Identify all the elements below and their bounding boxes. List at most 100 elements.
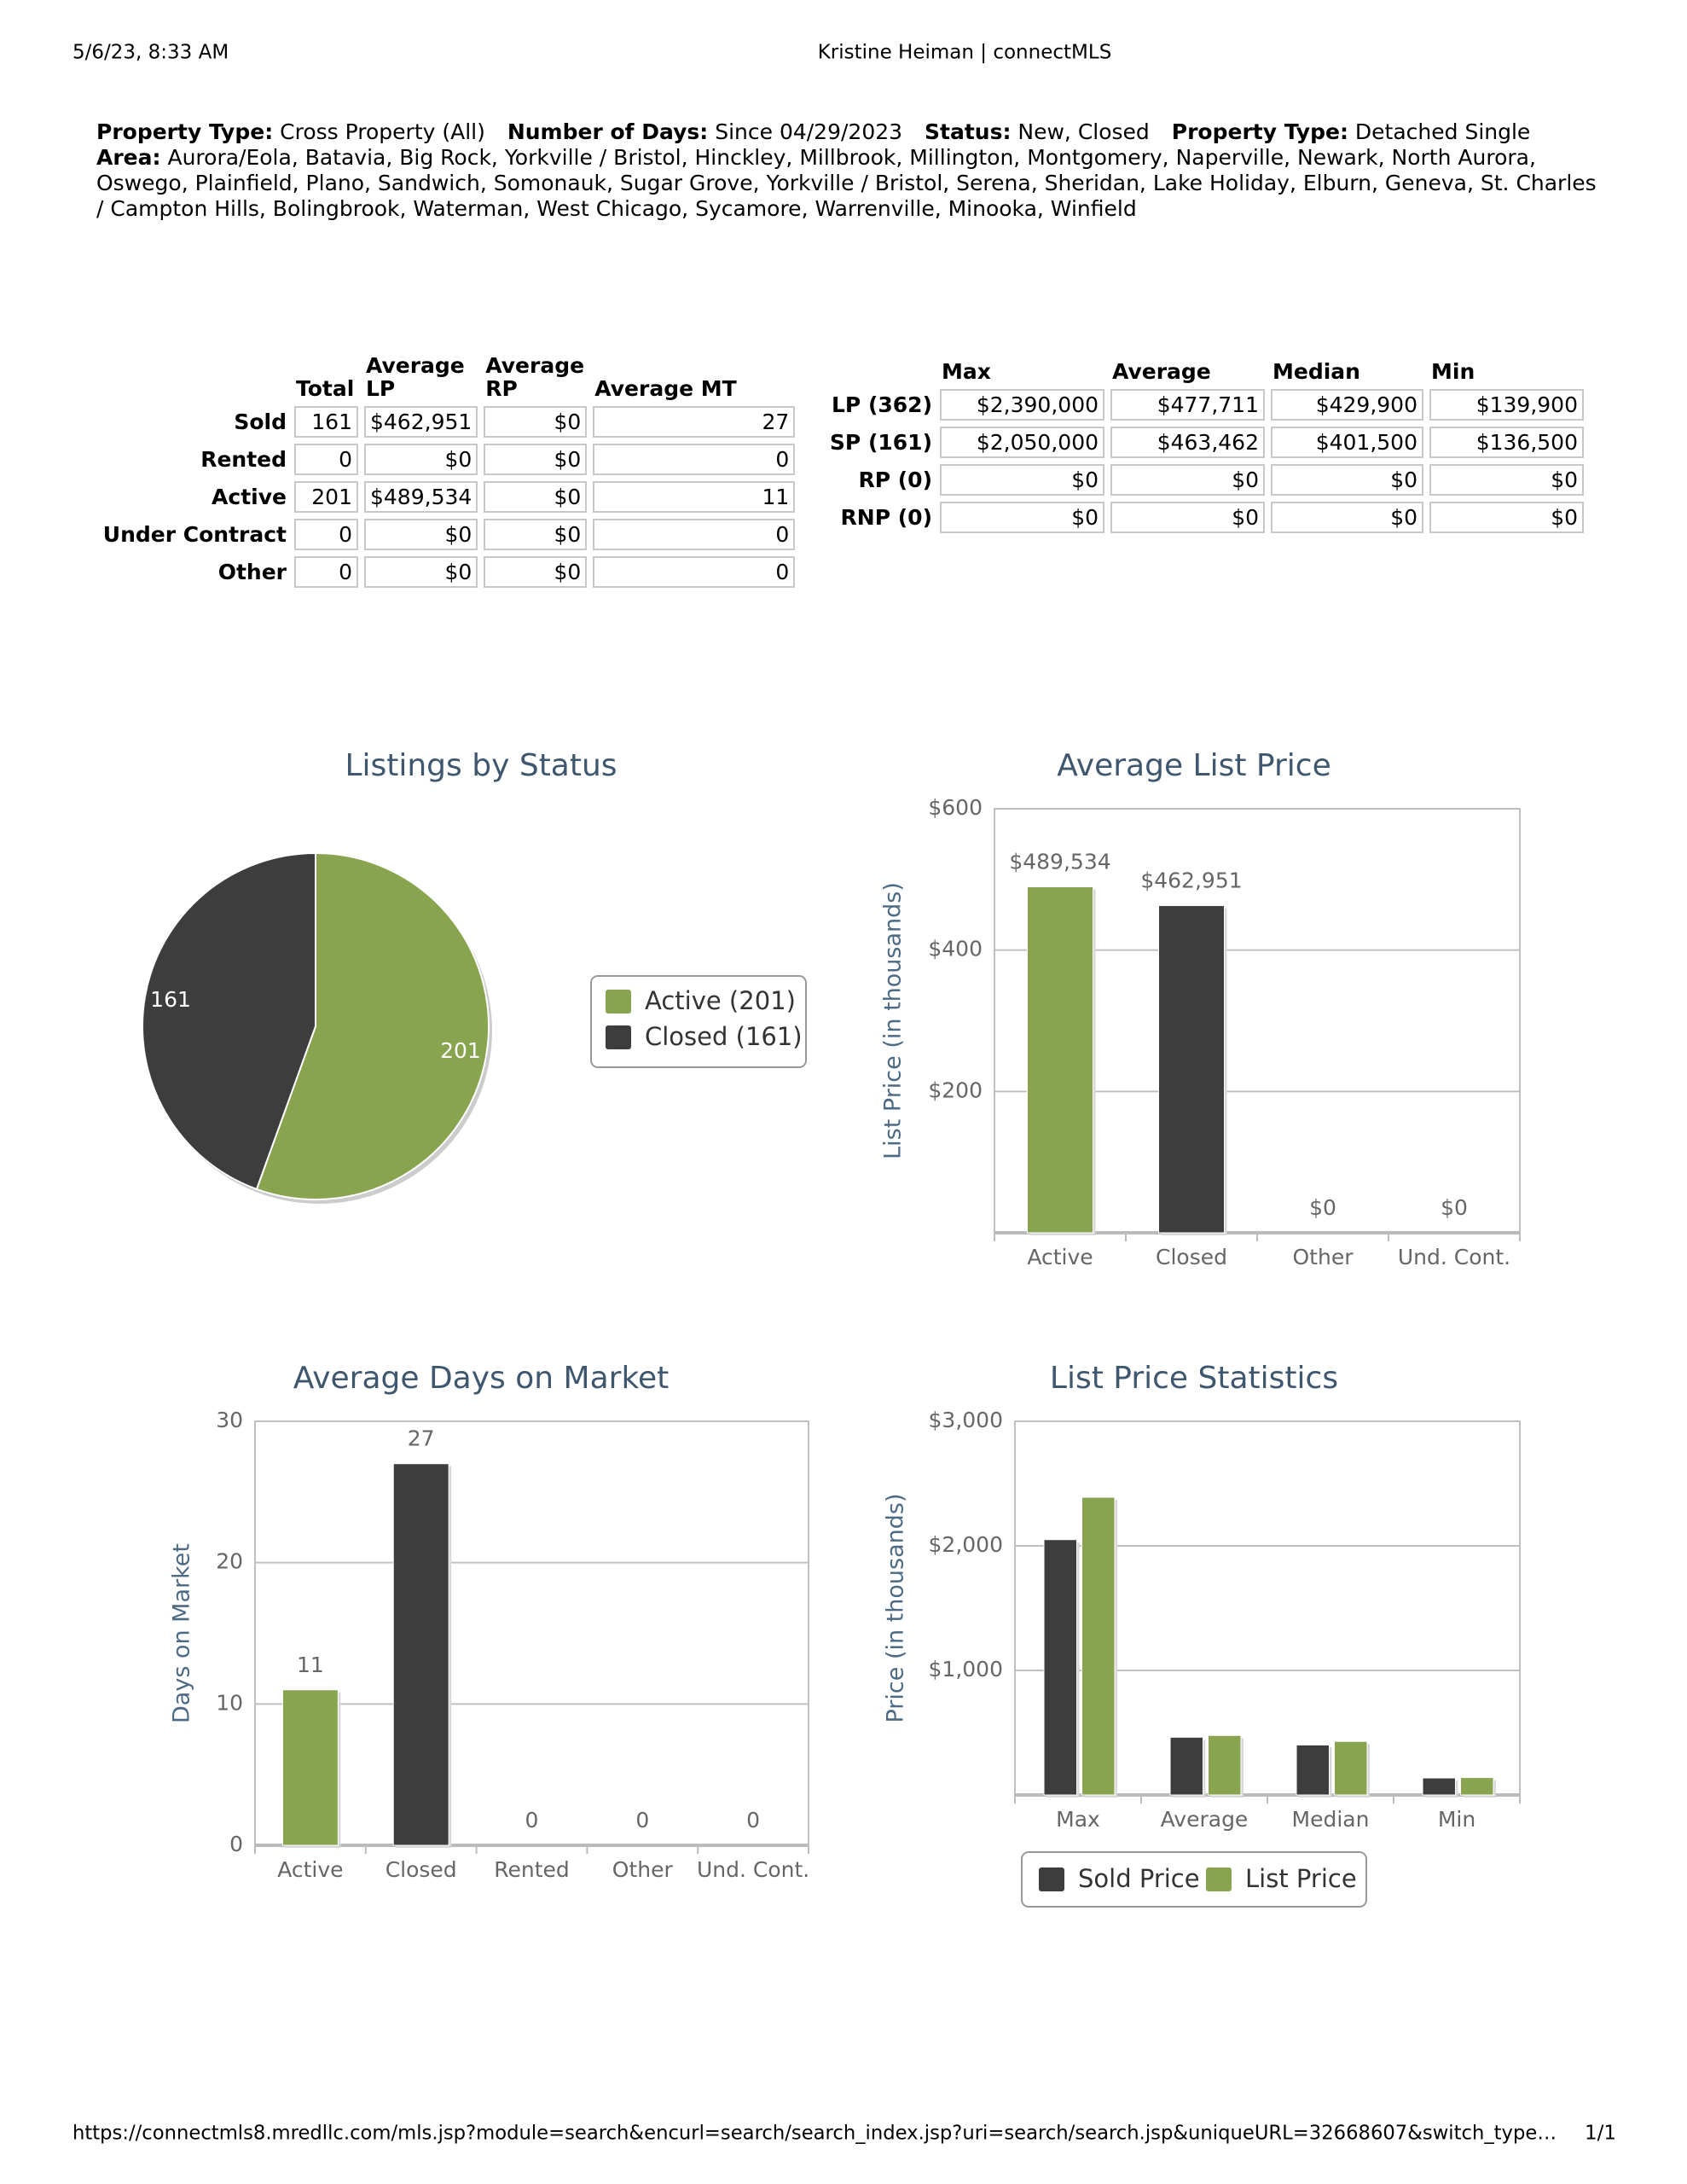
row-header: Other <box>217 560 287 584</box>
y-tick-label: $2,000 <box>929 1532 1003 1557</box>
bar <box>392 1463 449 1846</box>
bar <box>1296 1744 1330 1796</box>
table-cell: $463,462 <box>1110 427 1265 458</box>
criteria-label: Property Type: <box>1171 119 1348 144</box>
value-label: 11 <box>297 1653 324 1677</box>
y-tick-label: 20 <box>216 1549 243 1574</box>
legend-swatch <box>1206 1867 1232 1891</box>
table-cell: $0 <box>1271 502 1423 533</box>
y-tick-label: 30 <box>216 1408 243 1432</box>
table-row: RNP (0) $0 $0 $0 $0 <box>823 502 1584 533</box>
table-row: LP (362) $2,390,000 $477,711 $429,900 $139,9… <box>823 389 1584 421</box>
print-datetime: 5/6/23, 8:33 AM <box>72 42 229 64</box>
x-tick-label: Max <box>1056 1807 1100 1832</box>
table-cell: $0 <box>484 444 588 475</box>
x-tick-label: Rented <box>494 1857 570 1882</box>
search-criteria: Property Type: Cross Property (All) Numb… <box>96 119 1606 222</box>
table-cell: 0 <box>294 556 358 588</box>
table-row: Sold 161 $462,951 $0 27 <box>97 406 796 438</box>
table-cell: 0 <box>593 556 796 588</box>
y-tick-label: $400 <box>928 937 983 961</box>
table-cell: $0 <box>1429 464 1584 496</box>
bar <box>1081 1496 1116 1796</box>
column-header: Average LP <box>366 353 465 401</box>
y-tick-label: $1,000 <box>929 1657 1003 1682</box>
slice-label: 201 <box>440 1038 481 1063</box>
criteria-value: Cross Property (All) <box>280 119 485 144</box>
value-label: 0 <box>746 1808 760 1833</box>
criteria-label: Number of Days: <box>507 119 709 144</box>
table-body: Sold 161 $462,951 $0 27 Rented 0 $0 $0 0 Active 201… <box>97 406 796 588</box>
column-header: Average RP <box>485 353 585 401</box>
row-header: Sold <box>234 410 287 434</box>
table-cell: 11 <box>593 481 796 513</box>
table-cell: $139,900 <box>1429 389 1584 421</box>
table-cell: $429,900 <box>1271 389 1423 421</box>
legend-box <box>590 975 807 1068</box>
table-row: Under Contract 0 $0 $0 0 <box>97 519 796 550</box>
criteria-label: Property Type: <box>96 119 274 144</box>
table-cell: $489,534 <box>364 481 478 513</box>
legend-label: List Price <box>1245 1864 1357 1893</box>
bar <box>1027 886 1093 1234</box>
table-cell: $0 <box>940 502 1104 533</box>
legend-swatch <box>1039 1867 1064 1891</box>
criteria-item: Number of Days: Since 04/29/2023 <box>507 119 902 144</box>
stats-table: Total Average LP Average RP Average MT Sold 1… <box>91 348 801 594</box>
row-header: Rented <box>200 447 287 472</box>
value-label: $462,951 <box>1140 868 1242 893</box>
column-header: Max <box>942 359 991 384</box>
header-row: Total Average LP Average RP Average MT <box>97 354 795 400</box>
print-title: Kristine Heiman | connectMLS <box>818 42 1112 64</box>
x-tick-label: Closed <box>386 1857 457 1882</box>
table-cell: $0 <box>364 444 478 475</box>
table-cell: $0 <box>1429 502 1584 533</box>
y-axis-title: Days on Market <box>169 1543 195 1723</box>
table-cell: $0 <box>484 406 588 438</box>
table-cell: $0 <box>1271 464 1423 496</box>
value-label: $489,534 <box>1009 850 1110 874</box>
legend-label: Sold Price <box>1078 1864 1200 1893</box>
row-header: RP (0) <box>858 468 932 492</box>
table-cell: $0 <box>1110 464 1265 496</box>
table-cell: $136,500 <box>1429 427 1584 458</box>
column-header: Average <box>1112 359 1211 384</box>
bar <box>1422 1777 1457 1796</box>
row-header: RNP (0) <box>840 505 932 530</box>
table-cell: $0 <box>484 556 588 588</box>
value-label: $0 <box>1441 1195 1468 1220</box>
bar <box>1158 905 1225 1234</box>
y-tick-label: 0 <box>229 1832 243 1856</box>
column-header: Min <box>1431 359 1475 384</box>
x-tick-label: Closed <box>1156 1245 1227 1269</box>
criteria-item: Area: Aurora/Eola, Batavia, Big Rock, Yo… <box>96 145 1597 221</box>
table-row: SP (161) $2,050,000 $463,462 $401,500 $136,5… <box>823 427 1584 458</box>
table-cell: $0 <box>940 464 1104 496</box>
footer-url: https://connectmls8.mredllc.com/mls.jsp?… <box>72 2123 1557 2145</box>
table-cell: $2,390,000 <box>940 389 1104 421</box>
x-tick-label: Active <box>1027 1245 1093 1269</box>
table-cell: $2,050,000 <box>940 427 1104 458</box>
chart-title: Average Days on Market <box>293 1361 670 1396</box>
table-cell: $0 <box>364 556 478 588</box>
bar <box>1043 1539 1078 1796</box>
row-header: Under Contract <box>102 522 287 547</box>
footer-page: 1/1 <box>1585 2123 1616 2145</box>
legend-box <box>1021 1851 1367 1908</box>
table-cell: 0 <box>294 519 358 550</box>
bar <box>1208 1734 1242 1796</box>
table-cell: 27 <box>593 406 796 438</box>
table-row: RP (0) $0 $0 $0 $0 <box>823 464 1584 496</box>
table-cell: $0 <box>1110 502 1265 533</box>
y-axis-title: List Price (in thousands) <box>880 882 907 1159</box>
corner-cell <box>823 360 934 383</box>
legend-swatch <box>606 990 631 1014</box>
criteria-item: Property Type: Detached Single <box>1172 119 1531 144</box>
criteria-label: Status: <box>925 119 1012 144</box>
column-header: Average MT <box>594 376 737 401</box>
value-label: 27 <box>408 1426 435 1451</box>
value-label: 0 <box>525 1808 539 1833</box>
criteria-value: Aurora/Eola, Batavia, Big Rock, Yorkvill… <box>96 145 1597 221</box>
bar <box>1169 1736 1204 1796</box>
